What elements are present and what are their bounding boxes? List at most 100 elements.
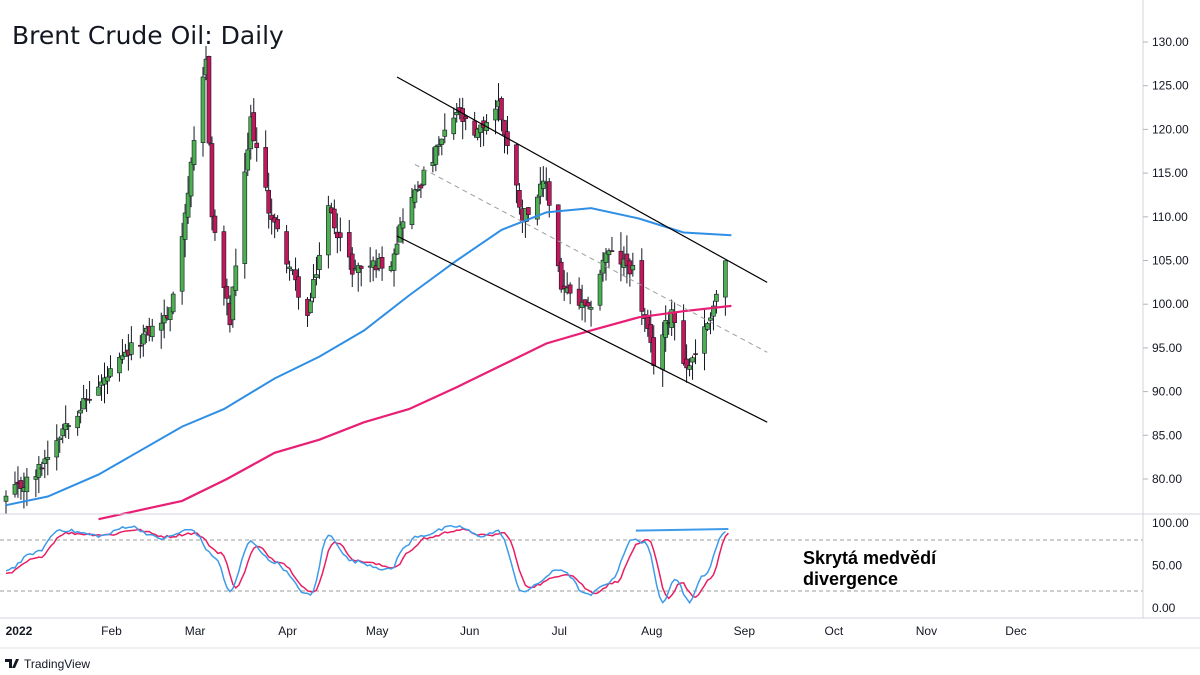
- candle: [472, 111, 477, 138]
- candle: [24, 467, 30, 506]
- candle: [242, 152, 248, 279]
- candle: [538, 167, 543, 205]
- candle-body: [138, 344, 143, 347]
- candle-body: [684, 358, 689, 369]
- candle-body: [705, 323, 710, 330]
- candle-body: [639, 260, 645, 312]
- candle-body: [230, 286, 236, 321]
- candle-body: [475, 128, 480, 138]
- time-tick-label: Jul: [552, 624, 567, 638]
- candle: [358, 265, 364, 287]
- candle-body: [693, 353, 698, 355]
- candle: [287, 260, 292, 281]
- time-tick-label: Dec: [1005, 624, 1026, 638]
- candle: [576, 277, 582, 310]
- candle: [308, 292, 313, 314]
- candle: [436, 136, 442, 156]
- candle: [206, 55, 212, 146]
- candle-body: [158, 322, 164, 331]
- candle-body: [191, 140, 197, 166]
- stochastic-d-line: [5, 528, 729, 600]
- candle-body: [588, 307, 594, 310]
- candle-body: [517, 189, 522, 208]
- candle-body: [660, 334, 666, 370]
- candle: [212, 209, 218, 241]
- candle-body: [266, 189, 271, 214]
- time-tick-label: Jun: [460, 624, 479, 638]
- candle-body: [624, 253, 630, 266]
- candle-body: [346, 232, 352, 258]
- candle-body: [418, 184, 424, 189]
- candle: [687, 358, 692, 377]
- candle-body: [394, 243, 400, 255]
- candle-body: [242, 171, 248, 264]
- candle: [558, 257, 564, 293]
- candle: [170, 291, 176, 315]
- candle-body: [254, 142, 260, 148]
- candle-body: [597, 273, 603, 306]
- candle-body: [567, 284, 573, 294]
- candle: [185, 176, 191, 225]
- candle: [224, 278, 230, 316]
- candle-body: [39, 467, 45, 470]
- stochastic-axis[interactable]: 100.00 50.00 0.00: [1152, 516, 1189, 615]
- candle-body: [179, 236, 185, 292]
- candle-body: [209, 143, 215, 218]
- candle-body: [284, 231, 289, 265]
- candle: [326, 195, 331, 269]
- candle: [117, 352, 122, 382]
- candle: [681, 304, 686, 366]
- candle-body: [681, 320, 686, 364]
- price-axis[interactable]: 130.00 125.00 120.00 115.00 110.00 105.00 100.…: [1143, 35, 1189, 486]
- candle-body: [87, 399, 92, 401]
- candle: [60, 423, 66, 444]
- candle: [12, 471, 18, 498]
- candle: [96, 375, 101, 396]
- candle-body: [33, 476, 39, 480]
- candle-body: [397, 224, 403, 243]
- candle-body: [379, 257, 385, 269]
- candle-body: [57, 437, 63, 440]
- tradingview-logo-icon: [5, 659, 19, 668]
- candle: [66, 422, 71, 439]
- candle: [200, 66, 206, 157]
- candle: [33, 469, 39, 497]
- candle: [275, 215, 280, 232]
- candle-body: [60, 428, 66, 437]
- candle-body: [711, 305, 716, 317]
- tradingview-logo[interactable]: TradingView: [5, 657, 90, 671]
- divergence-line: [635, 528, 729, 532]
- candle: [221, 225, 227, 306]
- candle-body: [523, 208, 528, 223]
- candle-body: [421, 169, 427, 186]
- candle-body: [630, 265, 636, 271]
- candle: [693, 339, 698, 365]
- candle: [478, 124, 483, 148]
- candle-body: [129, 342, 134, 355]
- ma-fast-line: [5, 207, 732, 507]
- time-tick-label: Aug: [641, 624, 662, 638]
- price-tick-label: 90.00: [1152, 385, 1182, 399]
- channel-lower-line: [396, 235, 768, 423]
- candle-body: [609, 250, 615, 252]
- candle: [209, 136, 215, 231]
- tradingview-wordmark: TradingView: [24, 657, 90, 671]
- candle-body: [263, 147, 268, 188]
- candle-body: [478, 124, 483, 133]
- candle: [296, 268, 301, 310]
- candle: [711, 300, 716, 331]
- price-tick-label: 115.00: [1152, 166, 1188, 180]
- candle-body: [349, 253, 355, 275]
- candle-body: [224, 286, 230, 299]
- candle-body: [526, 207, 531, 215]
- candle-body: [603, 252, 609, 263]
- candle-body: [439, 138, 445, 145]
- price-tick-label: 105.00: [1152, 254, 1189, 268]
- candle-body: [311, 279, 316, 299]
- candle-body: [648, 324, 654, 343]
- candle: [415, 181, 421, 193]
- candle-body: [96, 386, 101, 396]
- time-axis[interactable]: 2022 Feb Mar Apr May Jun Jul Aug Sep Oct Nov Dec: [6, 624, 1027, 638]
- candle: [606, 248, 612, 268]
